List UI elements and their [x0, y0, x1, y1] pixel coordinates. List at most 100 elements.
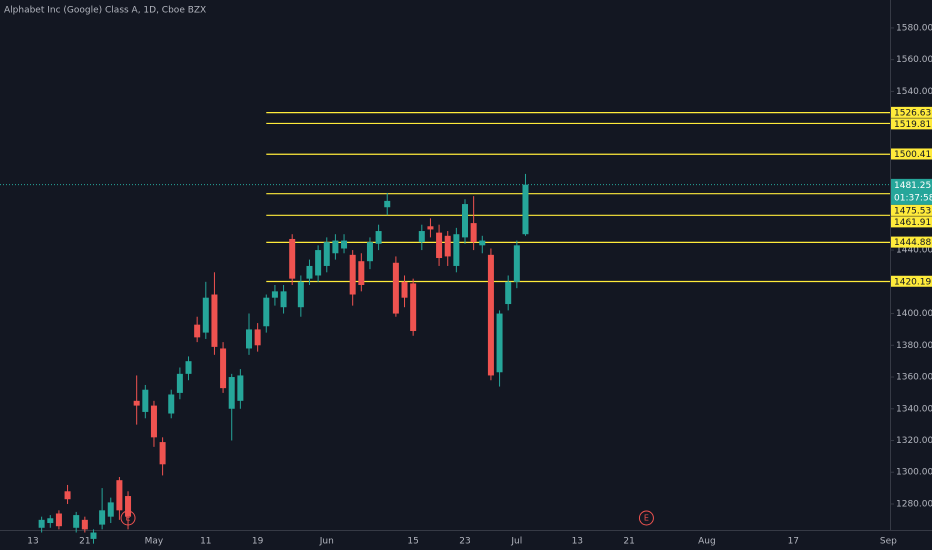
candle-body: [366, 242, 373, 262]
level-price-label: 1526.63: [894, 108, 931, 118]
candle-body: [436, 232, 443, 259]
candle-body: [470, 223, 477, 243]
candle-body: [202, 297, 209, 333]
candle-body: [237, 375, 244, 401]
candle-body: [289, 238, 296, 279]
candle-body: [513, 245, 520, 282]
candle-body: [341, 240, 348, 249]
level-price-box: [891, 148, 932, 160]
y-tick-label: 1280.00: [896, 499, 932, 509]
level-price-box: [891, 118, 932, 130]
last-price-label: 1481.25: [894, 181, 931, 191]
candle-body: [505, 281, 512, 305]
level-price-box: [891, 236, 932, 248]
candle-body: [55, 513, 62, 527]
candle-body: [332, 240, 339, 254]
candle-body: [38, 519, 45, 528]
candle-body: [142, 389, 149, 412]
level-price-box: [891, 106, 932, 118]
y-tick-label: 1320.00: [896, 436, 932, 446]
candle-body: [271, 291, 278, 298]
candle-body: [246, 329, 252, 349]
candle-body: [522, 184, 529, 235]
x-tick-label: Jul: [510, 537, 522, 547]
earnings-label: E: [126, 514, 131, 523]
x-tick-label: 11: [200, 537, 211, 547]
candle-body: [444, 235, 451, 257]
earnings-marker: [638, 510, 654, 526]
candle-body: [64, 491, 71, 500]
candle-body: [323, 242, 330, 266]
candle-body: [168, 394, 175, 414]
level-price-box: [891, 216, 932, 228]
candle-body: [349, 254, 356, 295]
candle-body: [254, 329, 261, 346]
y-tick-label: 1360.00: [896, 373, 932, 383]
candle-body: [150, 405, 157, 438]
candle-body: [159, 442, 166, 465]
candle-body: [125, 496, 132, 517]
candle-body: [401, 281, 408, 298]
candle-body: [453, 234, 460, 266]
earnings-label: E: [644, 514, 649, 523]
x-tick-label: 21: [79, 537, 90, 547]
chart-title: Alphabet Inc (Google) Class A, 1D, Cboe …: [4, 6, 206, 16]
candle-body: [220, 348, 227, 389]
candle-body: [418, 231, 425, 243]
x-tick-label: 21: [623, 537, 634, 547]
x-tick-label: May: [145, 537, 164, 547]
last-price-box: [891, 178, 932, 205]
y-tick-label: 1440.00: [896, 246, 932, 256]
candle-body: [427, 226, 434, 230]
level-price-label: 1519.81: [894, 120, 931, 130]
x-tick-label: 15: [407, 537, 418, 547]
y-tick-label: 1300.00: [896, 468, 932, 478]
y-tick-label: 1580.00: [896, 23, 932, 33]
level-price-label: 1444.88: [894, 238, 931, 248]
candle-body: [384, 200, 391, 208]
level-price-box: [891, 204, 932, 216]
y-tick-label: 1560.00: [896, 55, 932, 65]
candle-body: [315, 250, 322, 276]
candle-body: [228, 377, 235, 409]
x-tick-label: 17: [788, 537, 799, 547]
candle-body: [176, 373, 183, 393]
y-tick-label: 1380.00: [896, 341, 932, 351]
y-tick-label: 1340.00: [896, 404, 932, 414]
level-price-label: 1500.41: [894, 150, 931, 160]
candle-body: [392, 262, 399, 314]
x-tick-label: Jun: [319, 537, 334, 547]
candle-body: [81, 519, 88, 530]
candle-body: [306, 265, 313, 279]
candle-body: [280, 291, 287, 308]
level-price-box: [891, 275, 932, 287]
countdown-label: 01:37:58: [894, 193, 932, 203]
candle-body: [496, 313, 503, 373]
x-tick-label: Aug: [698, 537, 716, 547]
x-tick-label: 13: [27, 537, 38, 547]
level-price-label: 1461.91: [894, 218, 931, 228]
candle-body: [47, 518, 54, 524]
x-tick-label: 13: [572, 537, 583, 547]
candle-body: [462, 204, 468, 238]
level-price-label: 1475.53: [894, 206, 931, 216]
candle-body: [185, 361, 192, 374]
candle-body: [358, 261, 365, 285]
y-tick-label: 1540.00: [896, 87, 932, 97]
x-tick-label: Sep: [880, 537, 897, 547]
candle-body: [375, 231, 382, 244]
earnings-marker: [120, 510, 136, 526]
candle-body: [263, 297, 270, 327]
candle-body: [297, 281, 304, 308]
candle-body: [211, 294, 218, 347]
level-price-label: 1420.19: [894, 277, 931, 287]
candle-body: [487, 254, 494, 376]
candle-body: [410, 283, 417, 332]
candle-body: [73, 515, 80, 528]
x-tick-label: 19: [252, 537, 264, 547]
y-tick-label: 1400.00: [896, 309, 932, 319]
candle-body: [107, 502, 114, 517]
